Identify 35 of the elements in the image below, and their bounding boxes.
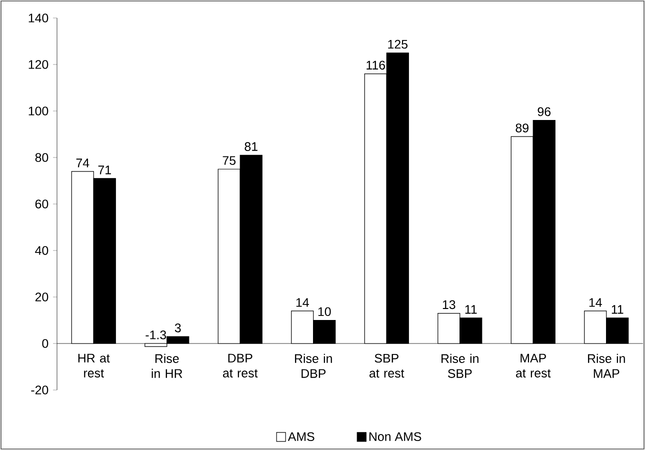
x-tick-label: MAP at rest bbox=[516, 354, 551, 378]
y-tick-label: 60 bbox=[35, 200, 48, 208]
data-label: 11 bbox=[465, 305, 477, 314]
y-tick-label: 100 bbox=[28, 106, 48, 116]
legend-label: Non AMS bbox=[369, 432, 422, 442]
x-tick-label: Rise in SBP bbox=[442, 354, 478, 378]
x-tick-label: Rise in MAP bbox=[588, 354, 625, 378]
data-label: 125 bbox=[388, 40, 408, 49]
data-label: 13 bbox=[442, 300, 456, 310]
data-label: 71 bbox=[98, 166, 111, 174]
y-tick-label: 80 bbox=[35, 153, 48, 162]
data-label: 11 bbox=[612, 305, 624, 314]
x-tick-label: HR at rest bbox=[78, 354, 110, 378]
y-tick-label: 140 bbox=[28, 14, 48, 22]
x-tick-label: DBP at rest bbox=[223, 354, 258, 378]
data-label: 74 bbox=[76, 158, 90, 168]
y-tick-label: 20 bbox=[35, 292, 48, 302]
data-label: 14 bbox=[296, 298, 309, 307]
x-tick-label: SBP at rest bbox=[370, 354, 404, 378]
data-label: 75 bbox=[222, 156, 236, 165]
data-label: 14 bbox=[589, 298, 602, 307]
data-label: -1.3 bbox=[146, 330, 166, 340]
y-tick-label: 0 bbox=[42, 339, 48, 348]
data-label: 96 bbox=[538, 107, 551, 116]
y-tick-label: 120 bbox=[28, 60, 48, 69]
legend-label: AMS bbox=[288, 432, 314, 442]
data-label: 81 bbox=[244, 142, 258, 151]
x-tick-label: Rise in DBP bbox=[295, 354, 332, 378]
data-label: 3 bbox=[174, 324, 181, 332]
x-tick-label: Rise in HR bbox=[152, 354, 182, 378]
data-label: 89 bbox=[516, 124, 528, 132]
data-label: 10 bbox=[318, 307, 331, 316]
y-tick-label: 40 bbox=[35, 246, 48, 255]
data-label: 116 bbox=[366, 60, 386, 70]
y-tick-label: -20 bbox=[31, 386, 48, 394]
